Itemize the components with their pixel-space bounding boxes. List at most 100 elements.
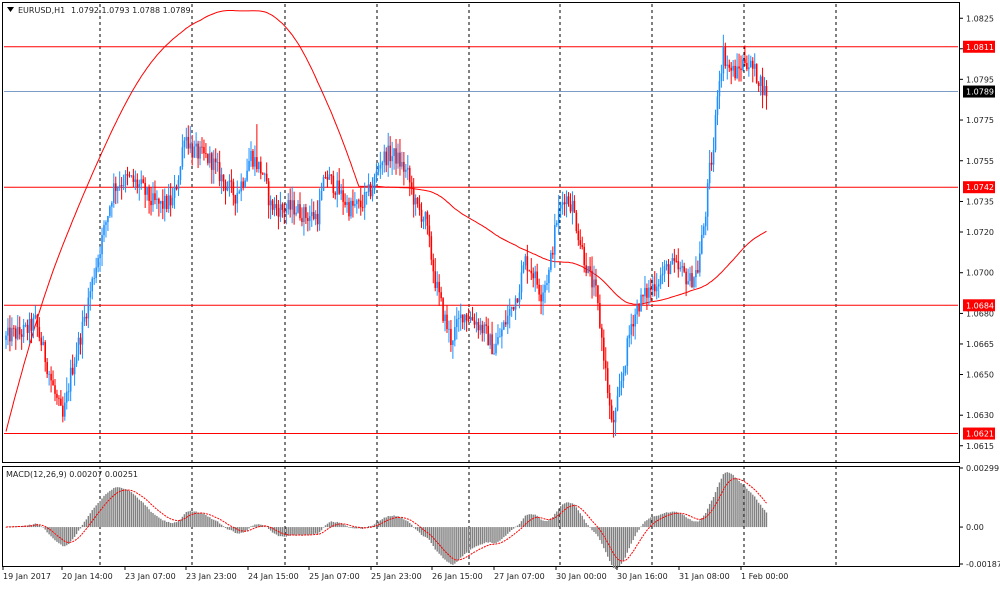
- macd-histogram-bar: [679, 513, 681, 528]
- candle-body: [275, 204, 278, 208]
- candle-body: [158, 198, 160, 204]
- macd-histogram-bar: [303, 527, 305, 535]
- candle-body: [481, 324, 484, 334]
- macd-histogram-bar: [52, 527, 54, 539]
- macd-histogram-bar: [50, 527, 52, 537]
- macd-histogram-bar: [48, 527, 50, 535]
- candle-body: [116, 187, 119, 191]
- candle-body: [277, 207, 280, 217]
- macd-histogram-bar: [665, 512, 668, 528]
- candle-body: [105, 222, 107, 225]
- candle-body: [124, 174, 127, 186]
- candle-body: [554, 225, 556, 255]
- candle-body: [48, 373, 50, 375]
- macd-histogram-bar: [409, 522, 411, 528]
- candle-body: [142, 179, 144, 183]
- candle-body: [467, 320, 470, 322]
- candle-body: [744, 59, 746, 64]
- macd-histogram-bar: [322, 527, 325, 528]
- macd-histogram-bar: [716, 486, 719, 528]
- macd-histogram-bar: [757, 502, 760, 528]
- macd-histogram-bar: [387, 516, 389, 528]
- macd-tick-label: 0.00299: [966, 464, 999, 473]
- macd-histogram-bar: [224, 527, 227, 529]
- candle-body: [113, 183, 115, 203]
- macd-histogram-bar: [477, 527, 480, 546]
- macd-histogram-bar: [328, 522, 331, 528]
- candle-body: [128, 175, 131, 177]
- macd-histogram-bar: [87, 516, 90, 528]
- macd-histogram-bar: [36, 523, 39, 528]
- candle-body: [463, 314, 466, 323]
- candle-body: [708, 162, 711, 184]
- candle-body: [522, 265, 525, 273]
- macd-histogram-bar: [720, 478, 723, 528]
- macd-histogram-bar: [179, 519, 182, 528]
- candle-body: [111, 202, 113, 207]
- macd-histogram-bar: [536, 515, 538, 528]
- candle-body: [567, 196, 570, 205]
- macd-histogram-bar: [638, 527, 640, 530]
- macd-histogram-bar: [493, 527, 495, 544]
- candle-body: [191, 143, 193, 158]
- candle-body: [514, 298, 517, 310]
- macd-histogram-bar: [603, 527, 605, 549]
- macd-histogram-bar: [534, 514, 536, 528]
- candle-body: [175, 186, 178, 190]
- macd-histogram-bar: [197, 512, 199, 528]
- candle-body: [716, 96, 719, 115]
- price-tick-label: 1.0630: [966, 411, 994, 420]
- candle-body: [375, 171, 378, 177]
- macd-histogram-bar: [469, 527, 472, 550]
- candle-body: [736, 66, 738, 79]
- candle-body: [454, 327, 456, 341]
- candle-body: [457, 318, 460, 320]
- macd-histogram-bar: [699, 520, 701, 528]
- candle-body: [650, 287, 652, 291]
- candle-body: [491, 334, 493, 355]
- macd-histogram-bar: [211, 518, 213, 528]
- time-tick-label: 20 Jan 14:00: [62, 572, 113, 581]
- candle-body: [532, 273, 535, 279]
- symbol-timeframe: EURUSD,H1: [18, 6, 65, 15]
- candle-body: [148, 187, 150, 201]
- macd-histogram-bar: [85, 519, 88, 528]
- candle-body: [526, 256, 529, 271]
- level-price-tag: [963, 40, 995, 53]
- candle-body: [258, 161, 260, 170]
- candle-body: [314, 213, 317, 219]
- macd-histogram-bar: [365, 527, 368, 528]
- macd-histogram-bar: [338, 522, 340, 528]
- macd-histogram-bar: [593, 527, 595, 532]
- candle-body: [701, 234, 703, 254]
- candle-body: [704, 216, 707, 227]
- macd-histogram-bar: [575, 507, 578, 528]
- dropdown-triangle-icon[interactable]: [7, 7, 14, 12]
- candle-body: [162, 201, 164, 209]
- candle-body: [79, 337, 82, 345]
- macd-histogram-bar: [81, 524, 84, 528]
- macd-histogram-bar: [528, 514, 531, 528]
- candle-body: [187, 136, 190, 149]
- macd-histogram-bar: [242, 527, 244, 533]
- candle-body: [214, 158, 217, 163]
- candle-body: [173, 186, 176, 198]
- macd-histogram-bar: [689, 519, 691, 528]
- candle-body: [250, 150, 252, 161]
- candle-body: [691, 273, 693, 287]
- candle-body: [332, 175, 335, 194]
- macd-histogram-bar: [587, 525, 589, 528]
- candle-body: [751, 60, 754, 69]
- macd-histogram-bar: [491, 527, 493, 544]
- macd-histogram-bar: [103, 495, 105, 528]
- candle-body: [456, 319, 458, 328]
- macd-histogram-bar: [483, 527, 485, 544]
- candle-body: [738, 66, 740, 69]
- macd-histogram-bar: [411, 524, 413, 528]
- candle-body: [675, 260, 678, 262]
- candle-body: [618, 387, 621, 396]
- candle-body: [73, 363, 76, 375]
- candle-body: [263, 173, 266, 175]
